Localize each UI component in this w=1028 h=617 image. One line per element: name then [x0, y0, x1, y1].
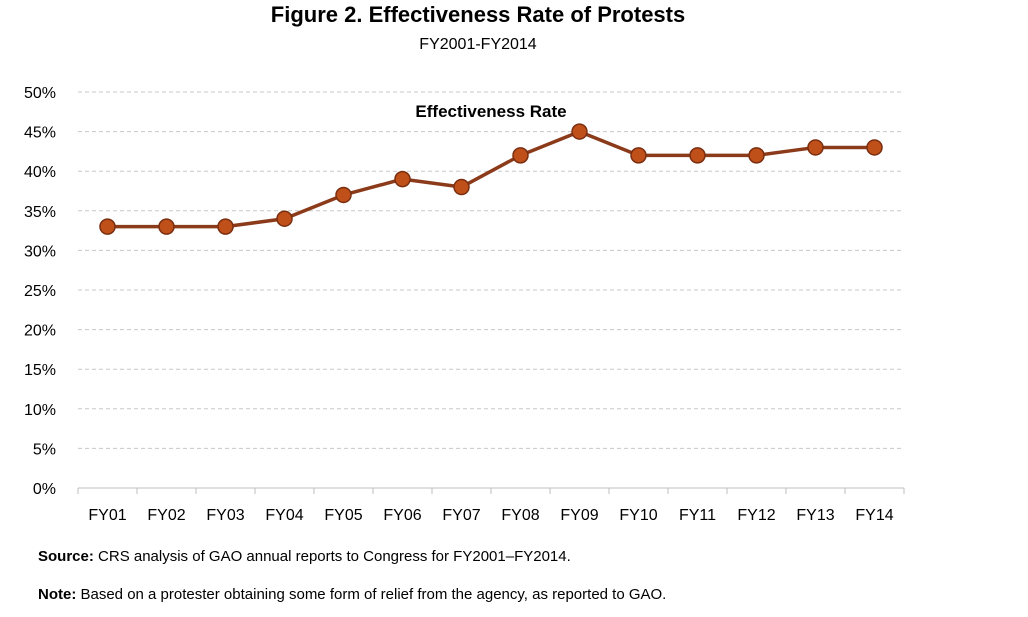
chart-title: Effectiveness Rate [415, 102, 566, 121]
y-tick-label: 45% [24, 125, 56, 142]
y-tick-label: 5% [33, 441, 56, 458]
y-tick-label: 35% [24, 204, 56, 221]
data-point [99, 218, 116, 235]
x-tick-label: FY06 [383, 507, 421, 524]
x-tick-label: FY02 [147, 507, 185, 524]
y-tick-label: 25% [24, 283, 56, 300]
data-point [807, 139, 824, 156]
data-point [630, 147, 647, 164]
data-point [394, 170, 411, 188]
data-point [512, 147, 529, 164]
x-tick-label: FY03 [206, 507, 244, 524]
figure-title: Figure 2. Effectiveness Rate of Protests [270, 2, 686, 27]
x-tick-label: FY08 [501, 507, 539, 524]
data-point [335, 186, 352, 204]
x-tick-label: FY04 [265, 507, 303, 524]
x-tick-label: FY09 [560, 507, 598, 524]
data-point [453, 178, 470, 196]
x-tick-label: FY01 [88, 507, 126, 524]
source-text: CRS analysis of GAO annual reports to Co… [93, 548, 571, 565]
x-tick-label: FY11 [679, 507, 716, 524]
series-effectiveness-rate [99, 123, 883, 235]
x-tick-label: FY07 [442, 507, 480, 524]
y-tick-label: 10% [24, 402, 56, 419]
data-point [158, 218, 175, 235]
x-tick-label: FY05 [324, 507, 362, 524]
x-tick-label: FY10 [619, 507, 657, 524]
y-tick-label: 0% [33, 481, 56, 498]
y-tick-label: 30% [24, 243, 56, 260]
line-chart: 0% 5% 10% 15% 20% 25% 30% 35% 40% 45% 50% FY01 FY02… [24, 85, 905, 524]
series-line [107, 129, 875, 229]
note-body: Based on a protester obtaining some form… [76, 586, 667, 603]
gridlines [78, 91, 904, 449]
data-point [276, 210, 293, 227]
data-point [689, 147, 706, 164]
data-point [748, 147, 765, 164]
x-axis [77, 487, 905, 494]
y-tick-label: 50% [24, 85, 56, 102]
note-label: Note: [38, 586, 77, 603]
figure-subtitle: FY2001-FY2014 [419, 36, 537, 53]
x-tick-label: FY13 [796, 507, 834, 524]
y-tick-label: 20% [24, 323, 56, 340]
data-point [217, 218, 234, 235]
data-point [866, 139, 883, 156]
x-tick-label: FY12 [737, 507, 775, 524]
y-axis-ticks: 0% 5% 10% 15% 20% 25% 30% 35% 40% 45% 50% [24, 85, 56, 498]
note-text: Note: Based on a protester obtaining som… [38, 586, 666, 603]
data-point [571, 123, 588, 140]
y-tick-label: 15% [24, 362, 56, 379]
x-tick-label: FY14 [855, 507, 893, 524]
source-note: Source: CRS analysis of GAO annual repor… [38, 548, 571, 565]
x-axis-ticks: FY01 FY02 FY03 FY04 FY05 FY06 FY07 FY08 FY09 FY10… [88, 507, 893, 524]
y-tick-label: 40% [24, 164, 56, 181]
source-label: Source: [38, 548, 94, 565]
